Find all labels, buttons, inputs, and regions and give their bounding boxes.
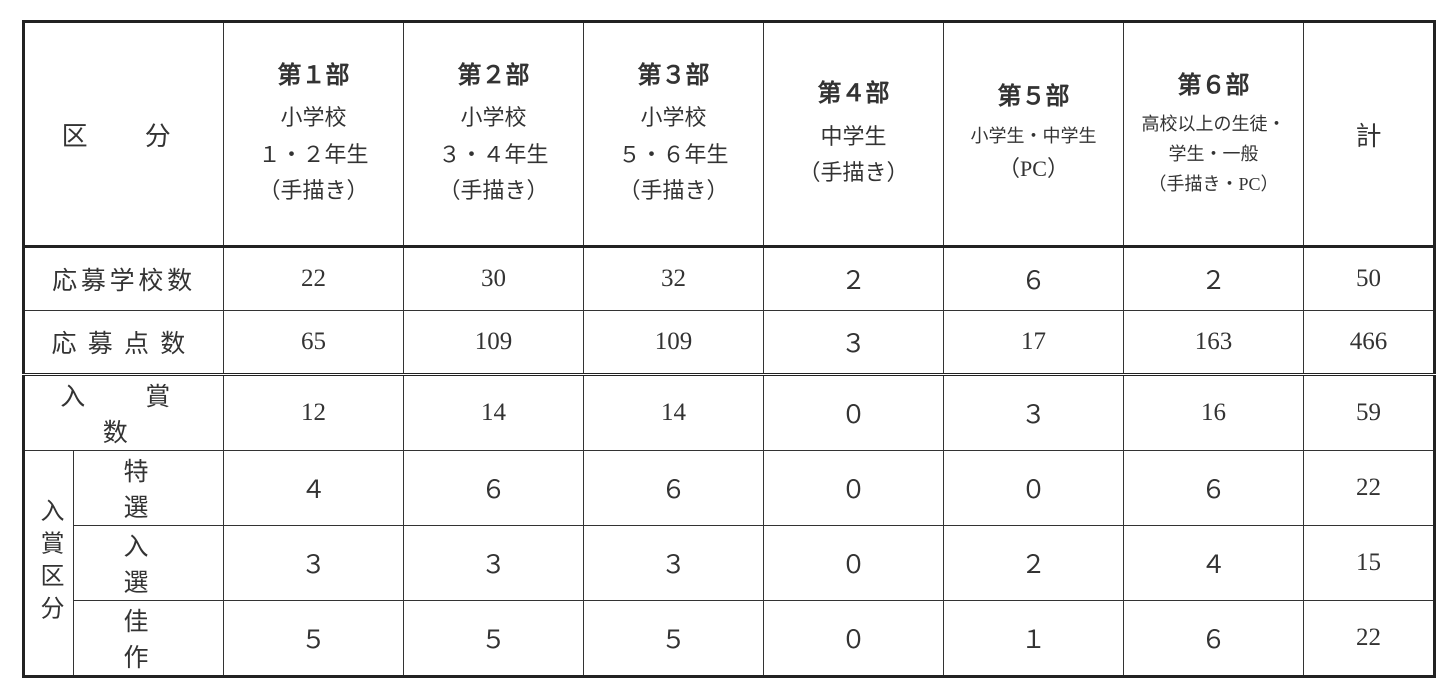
cell: ３ <box>584 526 764 601</box>
cell: ０ <box>764 451 944 526</box>
cell: ６ <box>404 451 584 526</box>
cell: 65 <box>224 311 404 375</box>
cell: 109 <box>404 311 584 375</box>
header-total: 計 <box>1304 22 1435 247</box>
prize-sub-label-nyusen: 入 選 <box>74 526 224 601</box>
cell-total: 22 <box>1304 601 1435 677</box>
cell: ６ <box>944 247 1124 311</box>
table-row: 入賞区分 特 選 ４ ６ ６ ０ ０ ６ 22 <box>24 451 1435 526</box>
cell: １ <box>944 601 1124 677</box>
cell-total: 466 <box>1304 311 1435 375</box>
header-division-6: 第６部 高校以上の生徒・ 学生・一般 （手描き・PC） <box>1124 22 1304 247</box>
results-table: 区 分 第１部 小学校 １・２年生 （手描き） 第２部 小学校 ３・４年生 （手… <box>22 20 1436 678</box>
cell: 17 <box>944 311 1124 375</box>
cell: 163 <box>1124 311 1304 375</box>
cell: ４ <box>224 451 404 526</box>
cell: 30 <box>404 247 584 311</box>
cell: ６ <box>1124 601 1304 677</box>
row-label-schools: 応募学校数 <box>24 247 224 311</box>
cell: ５ <box>404 601 584 677</box>
cell: ２ <box>764 247 944 311</box>
cell: ０ <box>764 526 944 601</box>
table-header-row: 区 分 第１部 小学校 １・２年生 （手描き） 第２部 小学校 ３・４年生 （手… <box>24 22 1435 247</box>
table-row: 応募点数 65 109 109 ３ 17 163 466 <box>24 311 1435 375</box>
header-division-5: 第５部 小学生・中学生 （PC） <box>944 22 1124 247</box>
table-row: 入 選 ３ ３ ３ ０ ２ ４ 15 <box>24 526 1435 601</box>
cell: 109 <box>584 311 764 375</box>
header-division-1: 第１部 小学校 １・２年生 （手描き） <box>224 22 404 247</box>
cell-total: 15 <box>1304 526 1435 601</box>
prize-sub-label-kasaku: 佳 作 <box>74 601 224 677</box>
cell: ３ <box>764 311 944 375</box>
cell: ４ <box>1124 526 1304 601</box>
cell: ６ <box>584 451 764 526</box>
cell: ２ <box>944 526 1124 601</box>
cell: ３ <box>944 375 1124 451</box>
cell: ０ <box>764 601 944 677</box>
cell: ２ <box>1124 247 1304 311</box>
header-division-3: 第３部 小学校 ５・６年生 （手描き） <box>584 22 764 247</box>
header-division-2: 第２部 小学校 ３・４年生 （手描き） <box>404 22 584 247</box>
table-row: 入 賞 数 12 14 14 ０ ３ 16 59 <box>24 375 1435 451</box>
cell: 14 <box>584 375 764 451</box>
cell: ０ <box>764 375 944 451</box>
cell: 14 <box>404 375 584 451</box>
row-label-entries: 応募点数 <box>24 311 224 375</box>
cell: 12 <box>224 375 404 451</box>
cell: ３ <box>404 526 584 601</box>
cell: 22 <box>224 247 404 311</box>
header-kubun: 区 分 <box>24 22 224 247</box>
prize-group-label: 入賞区分 <box>24 451 74 677</box>
table-row: 応募学校数 22 30 32 ２ ６ ２ 50 <box>24 247 1435 311</box>
header-division-4: 第４部 中学生 （手描き） <box>764 22 944 247</box>
cell: ５ <box>224 601 404 677</box>
cell-total: 50 <box>1304 247 1435 311</box>
cell: ６ <box>1124 451 1304 526</box>
cell-total: 59 <box>1304 375 1435 451</box>
prize-sub-label-tokusen: 特 選 <box>74 451 224 526</box>
row-label-winners: 入 賞 数 <box>24 375 224 451</box>
cell: 32 <box>584 247 764 311</box>
cell: ０ <box>944 451 1124 526</box>
cell: 16 <box>1124 375 1304 451</box>
cell: ５ <box>584 601 764 677</box>
table-row: 佳 作 ５ ５ ５ ０ １ ６ 22 <box>24 601 1435 677</box>
cell-total: 22 <box>1304 451 1435 526</box>
cell: ３ <box>224 526 404 601</box>
